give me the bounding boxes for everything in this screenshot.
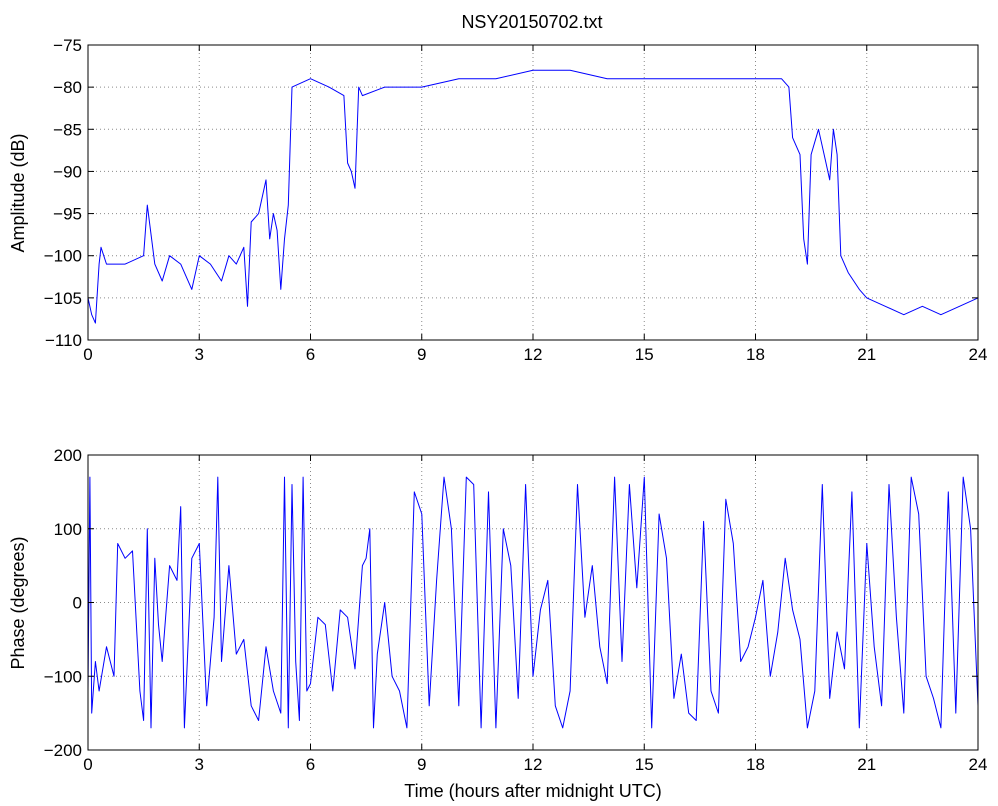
y-tick-label: −75 <box>53 36 82 55</box>
y-tick-label: 100 <box>54 520 82 539</box>
amplitude-ticks: 0 3 6 9 12 15 18 21 24 −110 −105 −100 −95 −90 −85 −80 −7… <box>44 36 988 364</box>
amplitude-panel: 0 3 6 9 12 15 18 21 24 −110 −105 −100 −95 −90 −85 −80 −7… <box>8 36 987 364</box>
phase-series-line <box>87 476 979 729</box>
y-tick-label: −95 <box>53 205 82 224</box>
x-tick-label: 0 <box>83 345 92 364</box>
amplitude-grid <box>88 45 978 340</box>
time-x-axis-label: Time (hours after midnight UTC) <box>404 781 661 801</box>
x-tick-label: 3 <box>195 755 204 774</box>
chart-title: NSY20150702.txt <box>461 12 602 32</box>
x-tick-label: 15 <box>635 345 654 364</box>
y-tick-label: 0 <box>73 594 82 613</box>
y-tick-label: −200 <box>44 741 82 760</box>
phase-grid <box>88 455 978 750</box>
x-tick-label: 6 <box>306 345 315 364</box>
y-tick-label: −105 <box>44 289 82 308</box>
y-tick-label: −100 <box>44 247 82 266</box>
x-tick-label: 24 <box>969 345 988 364</box>
y-tick-label: −110 <box>45 331 82 350</box>
x-tick-label: 21 <box>857 345 876 364</box>
x-tick-label: 6 <box>306 755 315 774</box>
x-tick-label: 15 <box>635 755 654 774</box>
phase-ticks: 0 3 6 9 12 15 18 21 24 −200 −100 0 100 200 <box>44 446 988 774</box>
y-tick-label: 200 <box>54 446 82 465</box>
x-tick-label: 3 <box>195 345 204 364</box>
amplitude-series-line <box>87 69 979 324</box>
y-tick-label: −90 <box>53 162 82 181</box>
x-tick-label: 12 <box>524 345 543 364</box>
x-tick-label: 0 <box>83 755 92 774</box>
x-tick-label: 24 <box>969 755 988 774</box>
x-tick-label: 18 <box>746 345 765 364</box>
y-tick-label: −85 <box>53 120 82 139</box>
x-tick-label: 9 <box>417 755 426 774</box>
x-tick-label: 18 <box>746 755 765 774</box>
x-tick-label: 21 <box>857 755 876 774</box>
amplitude-y-axis-label: Amplitude (dB) <box>8 133 28 252</box>
x-tick-label: 9 <box>417 345 426 364</box>
y-tick-label: −80 <box>53 78 82 97</box>
y-tick-label: −100 <box>44 667 82 686</box>
phase-panel: 0 3 6 9 12 15 18 21 24 −200 −100 0 100 200 Phase (deg… <box>8 446 987 801</box>
phase-y-axis-label: Phase (degrees) <box>8 536 28 669</box>
x-tick-label: 12 <box>524 755 543 774</box>
